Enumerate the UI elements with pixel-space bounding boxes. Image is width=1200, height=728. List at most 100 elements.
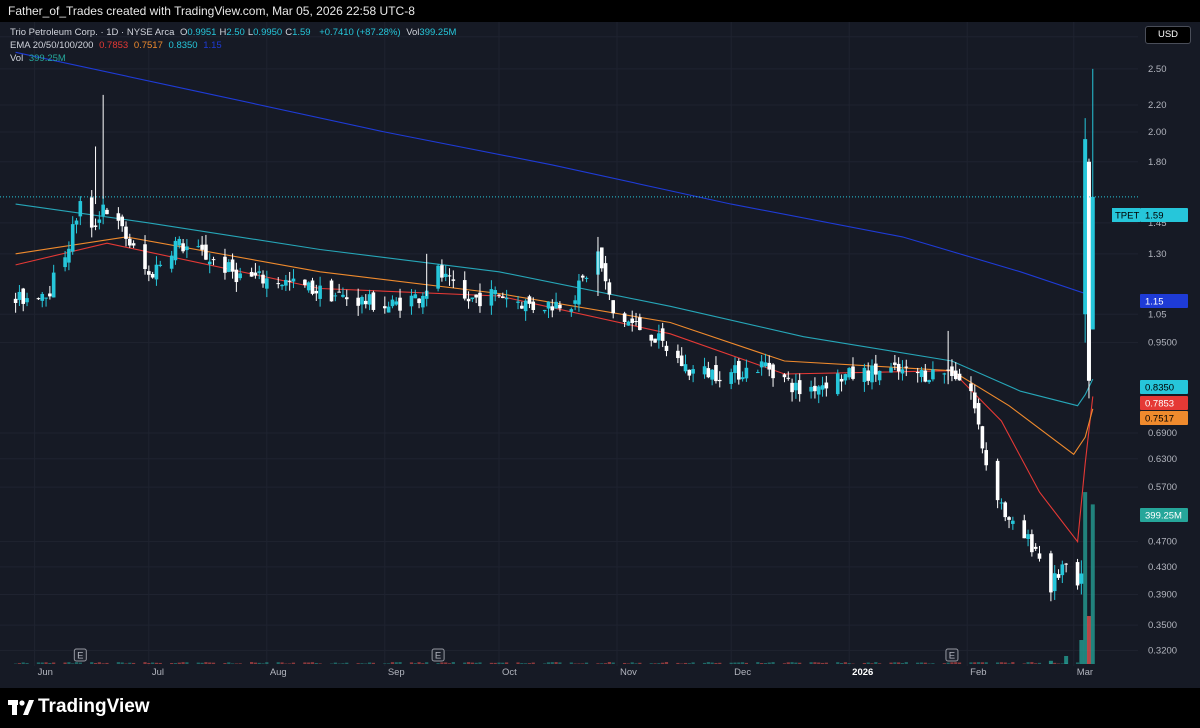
candle-body — [147, 271, 151, 275]
volume-bar — [1086, 616, 1091, 664]
y-tick-label: 0.9500 — [1148, 338, 1177, 349]
volume-bar — [314, 663, 318, 664]
volume-bar — [413, 663, 417, 664]
candle-body — [847, 368, 851, 378]
volume-bar — [569, 662, 573, 664]
candle-body — [893, 362, 897, 365]
candle-body — [980, 426, 985, 449]
earnings-marker-icon[interactable] — [431, 648, 445, 662]
volume-bar — [638, 662, 642, 664]
candle-body — [363, 300, 368, 305]
candle-body — [691, 369, 695, 374]
candle-body — [177, 238, 182, 246]
volume-bar — [550, 662, 554, 664]
y-tick-label: 0.4700 — [1148, 537, 1177, 548]
candle-body — [253, 272, 258, 276]
volume-bar — [718, 662, 722, 664]
candle-body — [249, 271, 254, 277]
currency-button[interactable]: USD — [1145, 26, 1191, 44]
volume-bar — [756, 662, 760, 664]
volume-bar — [257, 662, 261, 664]
candle-body — [70, 224, 75, 252]
candle-body — [1033, 546, 1038, 549]
candle-body — [900, 369, 905, 374]
candle-body — [360, 297, 364, 305]
candle-body — [127, 238, 132, 246]
volume-bar — [1037, 662, 1042, 664]
candle-body — [1083, 139, 1088, 315]
price-badge-value: 399.25M — [1145, 511, 1182, 522]
volume-bar — [173, 663, 178, 664]
earnings-marker-icon[interactable] — [945, 648, 959, 662]
chart-panel[interactable] — [0, 22, 1200, 688]
candle-body — [17, 291, 22, 300]
volume-bar — [1007, 663, 1011, 664]
y-tick-label: 0.3900 — [1148, 589, 1177, 600]
volume-bar — [78, 662, 82, 664]
candle-body — [196, 246, 201, 248]
volume-bar — [493, 662, 497, 664]
volume-bar — [44, 662, 48, 664]
candle-body — [105, 209, 109, 215]
volume-bar — [227, 662, 231, 664]
volume-bar — [916, 662, 920, 664]
volume-bar — [771, 662, 775, 664]
candle-body — [371, 292, 376, 310]
candle-body — [683, 364, 688, 372]
volume-bar — [67, 662, 71, 664]
candle-body — [44, 297, 48, 299]
price-chart[interactable]: 2.802.502.202.001.801.451.301.050.95000.… — [0, 22, 1200, 688]
volume-bar — [744, 662, 749, 664]
candle-body — [25, 298, 29, 303]
volume-bar — [177, 662, 181, 664]
candle-body — [919, 370, 924, 377]
candle-body — [421, 295, 425, 308]
x-tick-label: Aug — [270, 667, 287, 678]
candle-body — [942, 373, 947, 375]
candle-body — [97, 219, 102, 223]
candle-body — [462, 280, 467, 299]
candle-body — [736, 360, 741, 380]
candle-body — [436, 265, 440, 289]
ema20-line — [15, 242, 1094, 544]
volume-bar — [817, 662, 821, 664]
candle-body — [797, 380, 802, 395]
candle-body — [101, 204, 105, 216]
candle-body — [554, 301, 558, 309]
candle-body — [230, 259, 235, 272]
volume-bar — [451, 662, 455, 664]
volume-bar — [280, 662, 284, 664]
volume-bar — [782, 663, 787, 664]
volume-bar — [809, 662, 813, 664]
volume-bar — [603, 663, 608, 664]
candle-body — [1022, 520, 1027, 539]
candle-body — [664, 345, 669, 351]
candle-body — [874, 363, 878, 375]
volume-bar — [973, 662, 977, 664]
candle-body — [1011, 520, 1015, 524]
candle-body — [386, 306, 391, 313]
volume-bar — [874, 662, 878, 664]
volume-bar — [554, 662, 558, 664]
candle-body — [158, 264, 163, 266]
volume-bar — [649, 663, 653, 664]
candle-body — [569, 309, 574, 312]
candle-body — [131, 243, 136, 246]
candle-body — [276, 283, 281, 285]
candle-body — [710, 369, 714, 380]
candle-body — [1056, 574, 1061, 578]
volume-bar — [847, 663, 851, 664]
volume-bar — [543, 663, 547, 664]
candle-body — [634, 321, 638, 323]
price-badge-value: 1.59 — [1145, 211, 1164, 222]
volume-bar — [90, 662, 94, 664]
legend-ohlc-value-l: 0.9950 — [253, 27, 283, 38]
volume-bar — [387, 663, 391, 664]
candle-body — [63, 257, 67, 268]
candle-body — [440, 265, 444, 278]
legend-volume-row: Vol 399.25M — [10, 53, 69, 64]
earnings-marker-icon[interactable] — [73, 648, 87, 662]
candle-body — [733, 365, 737, 374]
volume-bar — [398, 662, 402, 664]
candle-body — [36, 298, 41, 300]
